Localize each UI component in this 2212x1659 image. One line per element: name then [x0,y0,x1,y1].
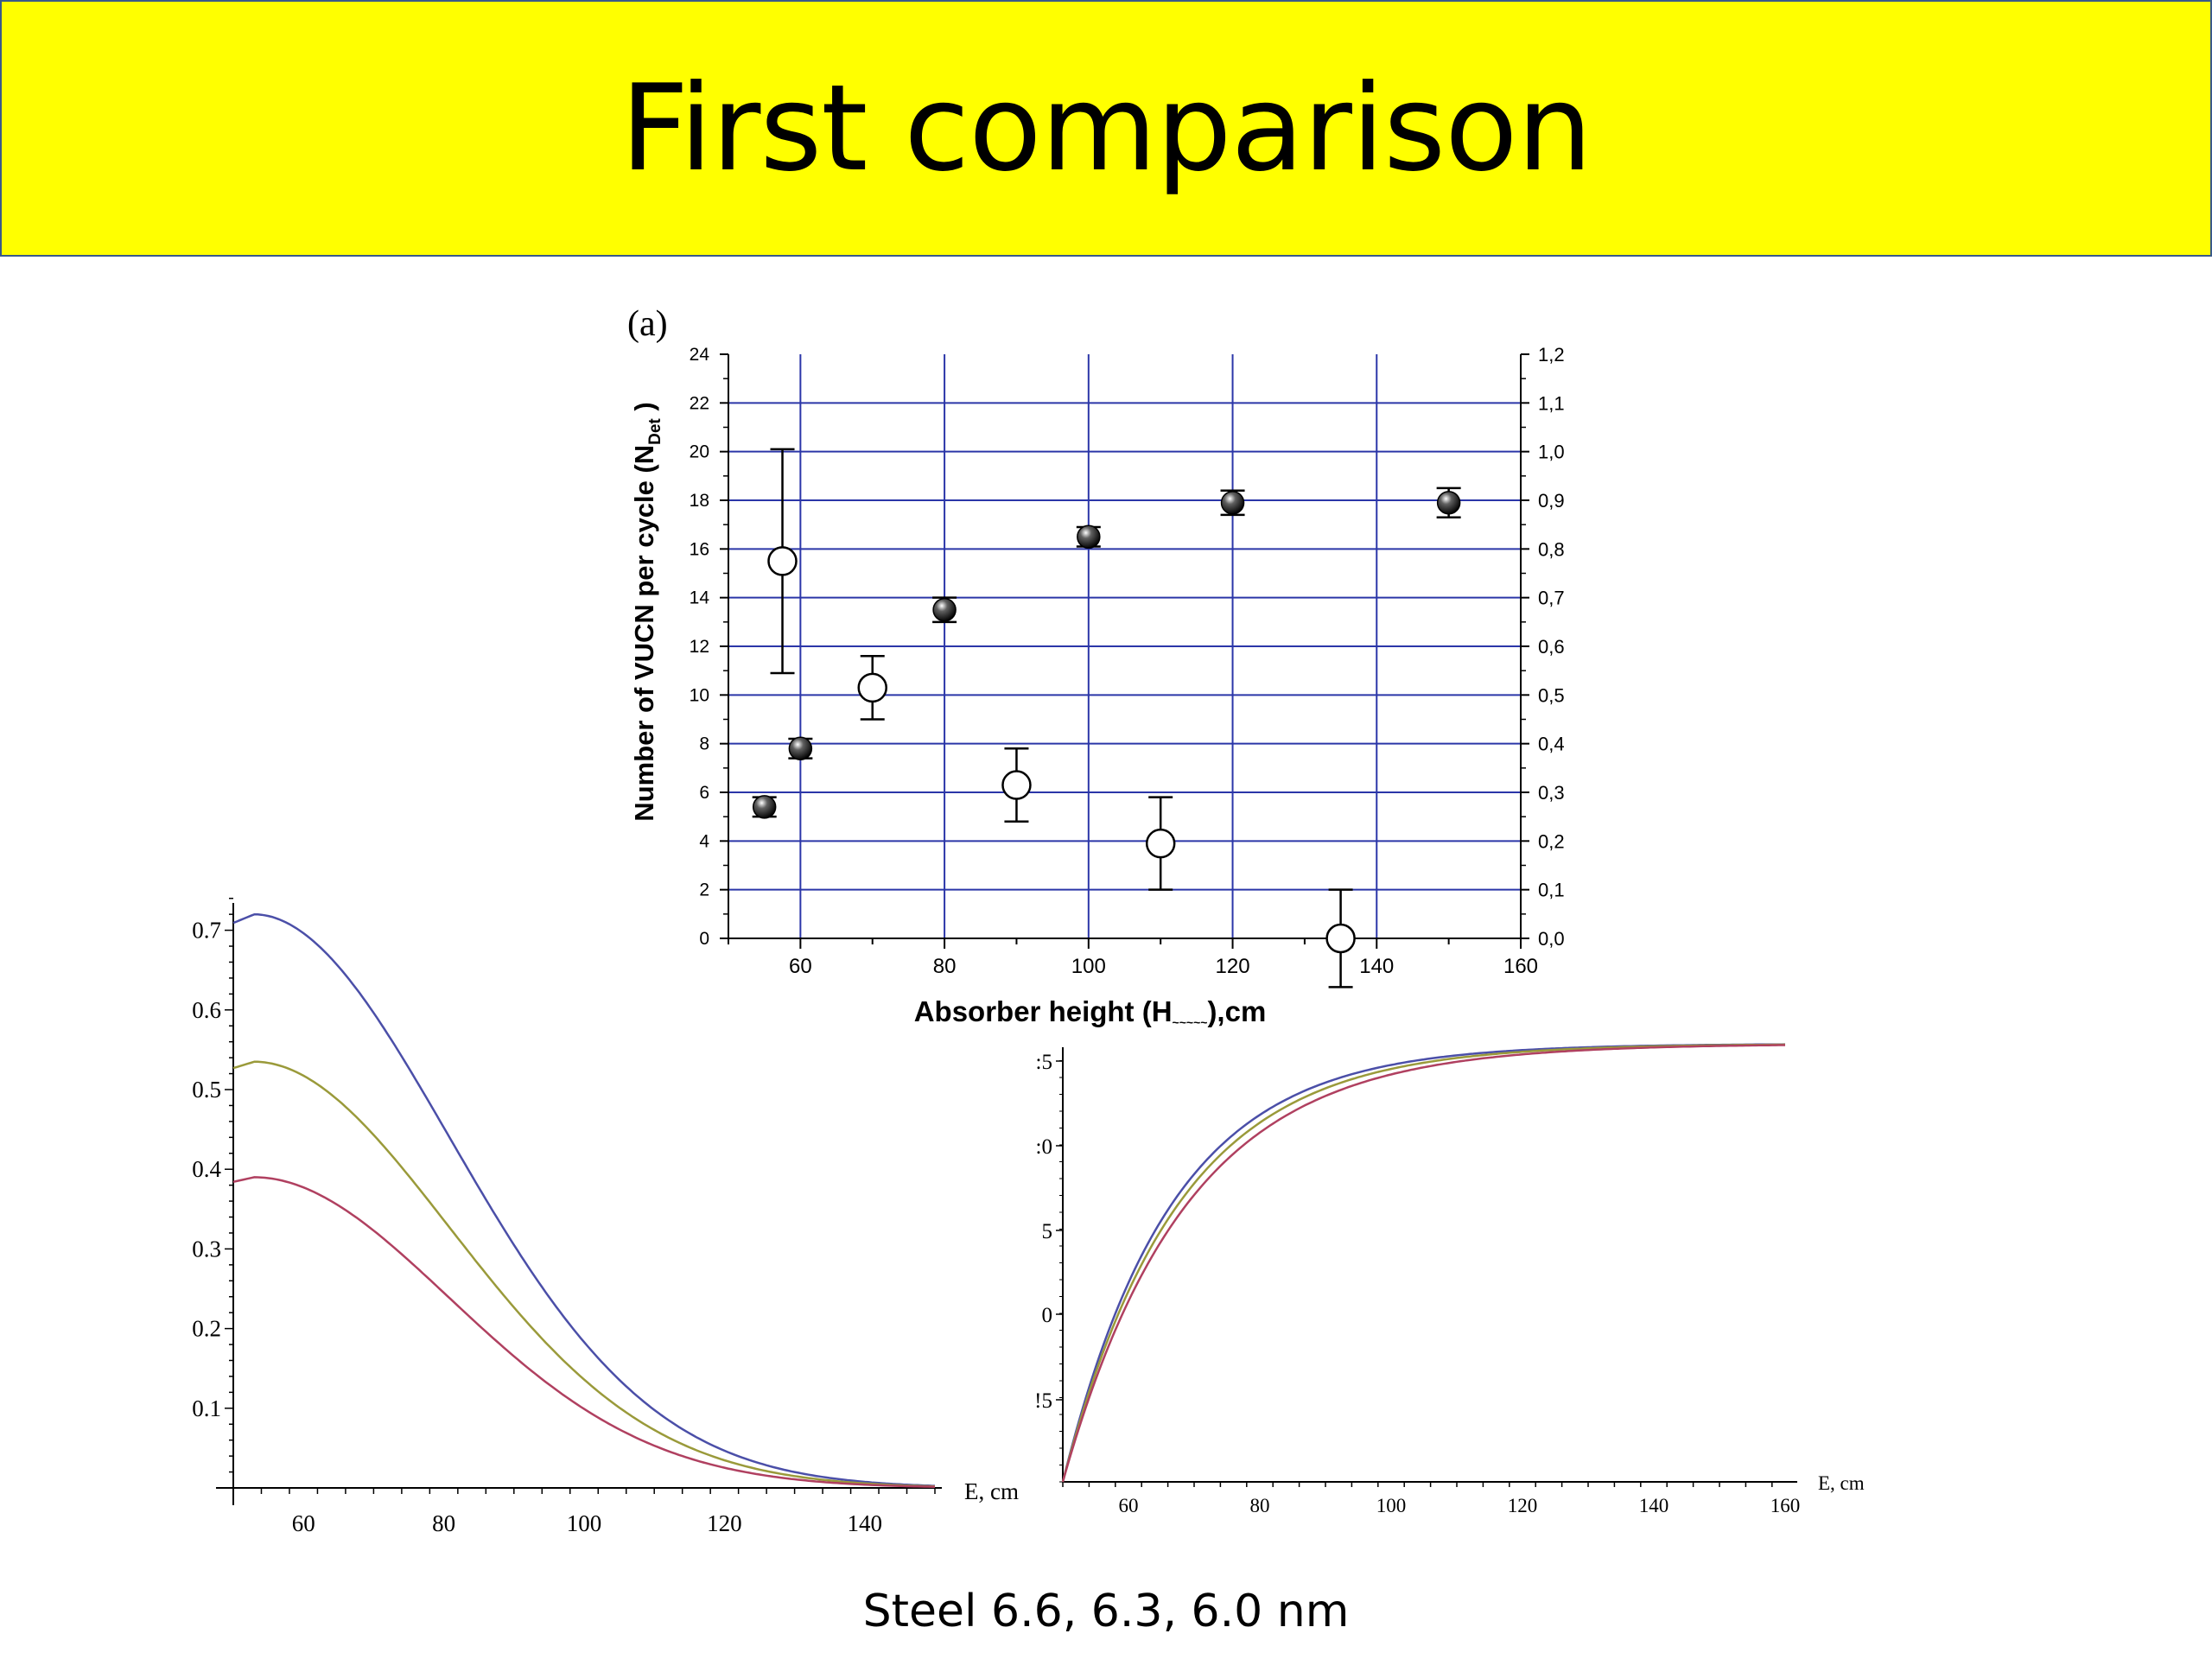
x-tick-label: 160 [1770,1495,1801,1516]
title-banner: First comparison [0,0,2212,257]
y2-tick-label: 0,6 [1538,636,1565,658]
y-tick-label: 0.3 [192,1236,221,1262]
y-tick-label: :5 [1036,1051,1052,1074]
y-tick-label: 4 [699,831,709,851]
x-tick-label: 60 [789,955,812,978]
open-marker [1001,770,1032,800]
curve [1061,1043,1786,1483]
open-marker [767,546,798,576]
data-point [857,655,887,721]
y2-tick-label: 0,2 [1538,830,1565,852]
data-point [767,448,798,675]
data-point [1220,489,1245,517]
y-axis-label: Number of VUCN per cycle (NDet ) [629,402,664,821]
y-tick-label: !5 [1034,1389,1052,1413]
x-axis-label: E, cm [964,1478,1019,1504]
x-tick-label: 160 [1503,955,1538,978]
filled-marker [1436,491,1461,515]
filled-marker [1220,491,1245,515]
open-marker [857,672,887,703]
x-tick-label: 120 [707,1510,742,1536]
y-tick-label: :0 [1036,1135,1052,1159]
data-point [1436,486,1461,518]
x-axis-label: Absorber height (H~~~~~),cm [914,995,1267,1029]
data-point [932,596,957,624]
y-tick-label: 0.7 [192,918,221,944]
y2-tick-label: 0,4 [1538,734,1565,755]
filled-marker [752,795,777,819]
data-point [788,736,813,761]
y2-tick-label: 1,1 [1538,392,1565,414]
y2-tick-label: 1,0 [1538,442,1565,463]
filled-marker [788,736,813,761]
data-point [1076,524,1101,549]
x-tick-label: 60 [1119,1495,1139,1516]
y-tick-label: 22 [690,393,709,413]
y-tick-label: 0.2 [192,1316,221,1342]
x-tick-label: 60 [292,1510,315,1536]
open-marker [1325,923,1356,954]
filled-marker [932,598,957,622]
x-tick-label: 100 [1071,955,1106,978]
filled-marker [1077,524,1101,549]
y-tick-label: 0.5 [192,1077,221,1103]
y-tick-label: 10 [690,685,709,705]
chart-c: :5 :0 5 0 !5 60 80 100 120 140 160 E, cm [1034,1043,1865,1516]
x-tick-label: 100 [567,1510,602,1536]
x-tick-label: 80 [933,955,957,978]
curve [232,1176,936,1488]
y-tick-label: 20 [690,442,709,462]
y2-tick-label: 0,9 [1538,490,1565,512]
y-tick-label: 8 [699,734,709,754]
curve [1061,1044,1785,1483]
x-tick-label: 80 [1250,1495,1270,1516]
data-point [752,795,777,819]
y-tick-label: 0 [1042,1304,1053,1327]
x-tick-label: 140 [848,1510,883,1536]
x-tick-label: 120 [1216,955,1250,978]
data-point [1145,796,1176,891]
x-tick-label: 140 [1359,955,1394,978]
y2-tick-label: 0,7 [1538,588,1565,609]
y-tick-label: 18 [690,491,709,511]
y-tick-label: 0.6 [192,997,221,1023]
panel-label: (a) [627,304,668,344]
y2-tick-label: 0,5 [1538,684,1565,706]
y-tick-label: 0 [699,929,709,949]
y-tick-label: 12 [690,637,709,657]
y-tick-label: 24 [690,345,710,365]
x-tick-label: 120 [1508,1495,1538,1516]
curve [232,912,936,1487]
data-point [1001,747,1032,823]
y2-tick-label: 0,1 [1538,880,1565,901]
chart-a: 0246810121416182022240,00,10,20,30,40,50… [627,304,1565,1029]
y-tick-label: 2 [699,880,709,900]
x-axis-label: E, cm [1818,1472,1865,1494]
x-tick-label: 80 [432,1510,455,1536]
y2-tick-label: 0,0 [1538,928,1565,950]
slide-title: First comparison [620,58,1592,198]
y2-tick-label: 0,8 [1538,538,1565,560]
y-tick-label: 0.1 [192,1395,221,1421]
y-tick-label: 5 [1042,1220,1053,1243]
data-point [1325,888,1356,988]
x-tick-label: 100 [1376,1495,1407,1516]
y-tick-label: 16 [690,539,709,559]
y-tick-label: 6 [699,783,709,803]
y2-tick-label: 0,3 [1538,782,1565,804]
slide-caption: Steel 6.6, 6.3, 6.0 nm [862,1586,1350,1637]
curve [232,1060,936,1488]
curve [1061,1043,1786,1483]
y-tick-label: 14 [690,588,710,608]
x-tick-label: 140 [1639,1495,1669,1516]
open-marker [1145,828,1176,859]
y-tick-label: 0.4 [192,1156,221,1182]
chart-b: 0.1 0.2 0.3 0.4 0.5 0.6 0.7 60 80 100 120 140 E, cm [192,897,1019,1536]
y2-tick-label: 1,2 [1538,344,1565,365]
